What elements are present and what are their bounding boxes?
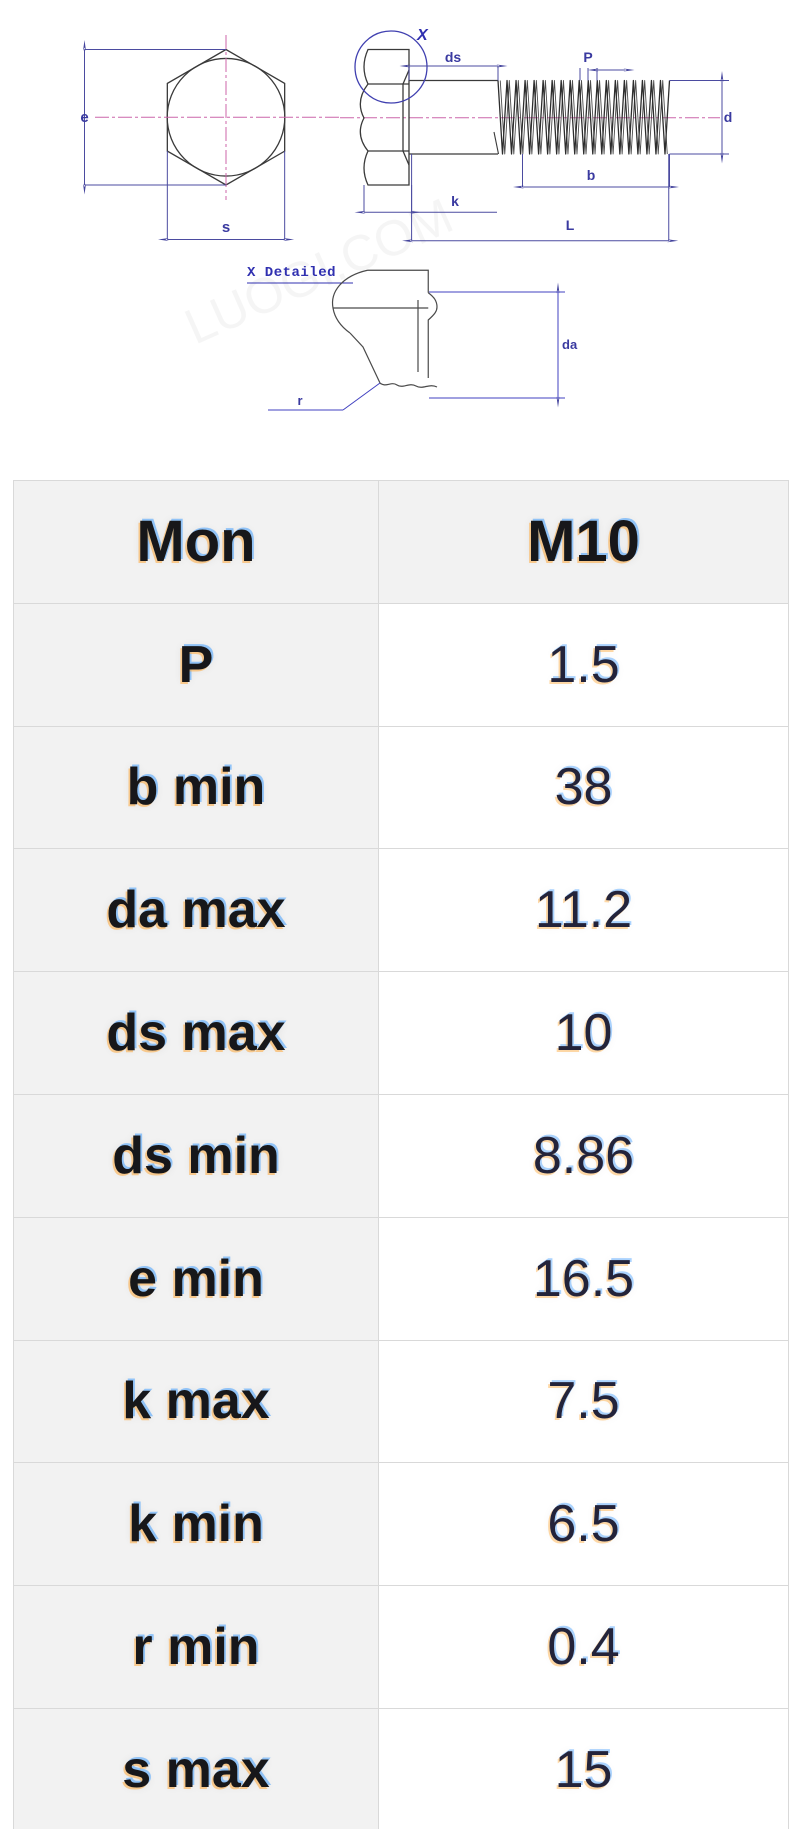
svg-text:k: k	[451, 193, 459, 209]
svg-text:b: b	[587, 167, 596, 183]
svg-text:L: L	[566, 217, 575, 233]
svg-text:d: d	[724, 109, 733, 125]
svg-text:e: e	[80, 109, 88, 126]
svg-text:X: X	[416, 27, 429, 44]
svg-text:ds: ds	[445, 49, 462, 65]
svg-text:P: P	[583, 49, 592, 65]
svg-text:r: r	[297, 393, 302, 408]
svg-text:s: s	[222, 219, 230, 236]
svg-text:da: da	[562, 337, 578, 352]
svg-text:X Detailed: X Detailed	[247, 265, 336, 281]
